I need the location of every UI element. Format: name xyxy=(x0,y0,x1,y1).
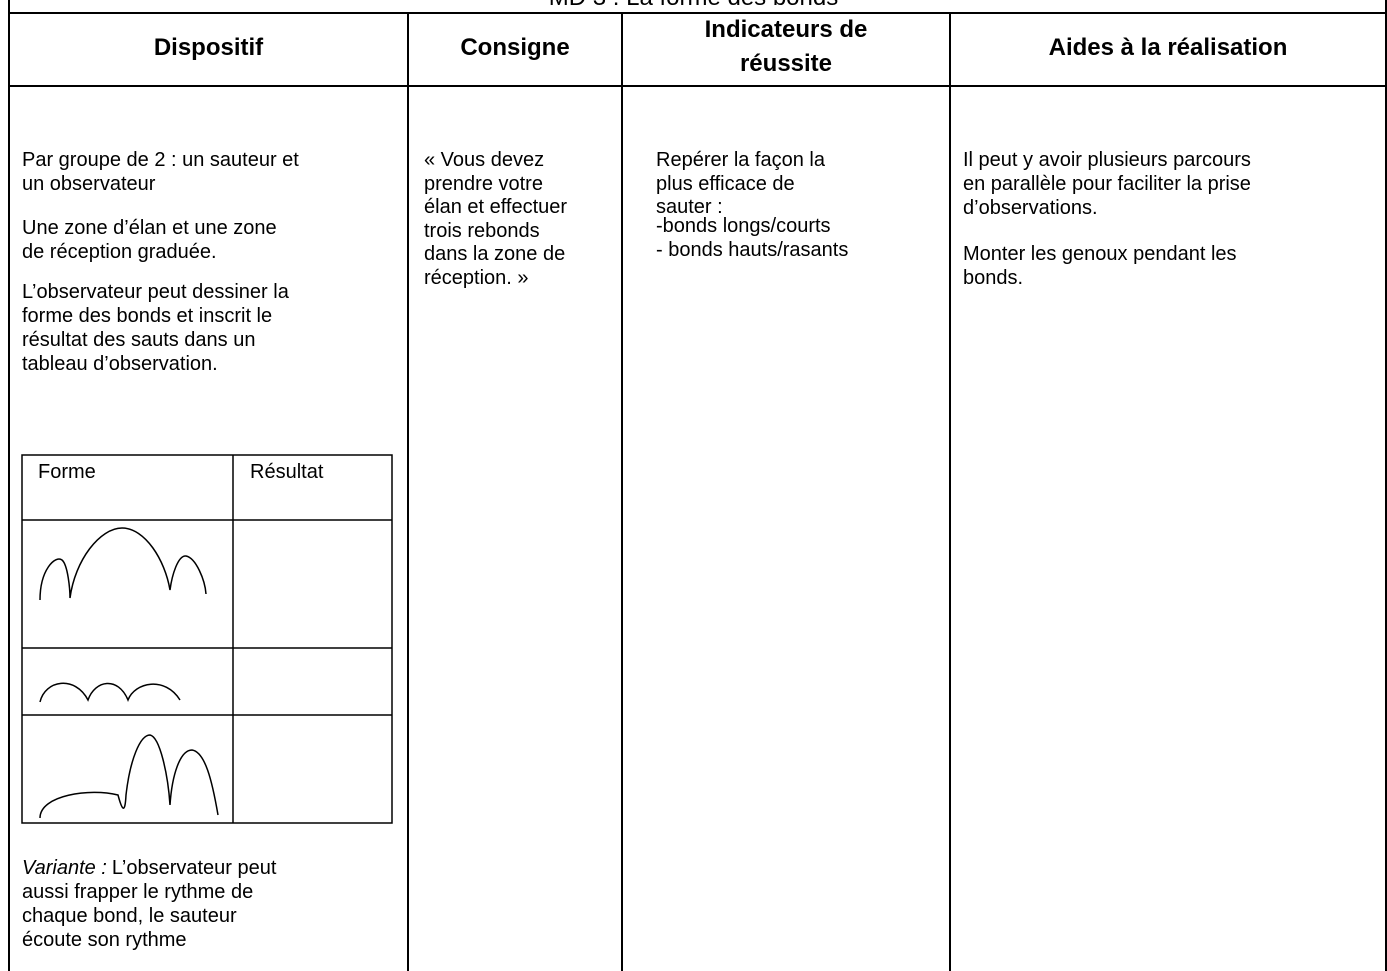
header: Indicateurs de xyxy=(704,16,868,43)
text-line: Il peut y avoir plusieurs parcours xyxy=(963,149,1251,171)
header: réussite xyxy=(739,50,833,77)
text-line: chaque bond, le sauteur xyxy=(22,905,237,927)
text-line: L’observateur peut dessiner la xyxy=(22,281,289,303)
text-line: réception. » xyxy=(424,267,529,289)
text-line: tableau d’observation. xyxy=(22,353,218,375)
title: MD 3 : La forme des bonds xyxy=(0,0,1387,13)
text-line: Une zone d’élan et une zone xyxy=(22,217,277,239)
text-line: « Vous devez xyxy=(424,149,545,171)
text-line: -bonds longs/courts xyxy=(656,215,831,237)
text-line: un observateur xyxy=(22,173,156,195)
header: Aides à la réalisation xyxy=(1048,34,1288,61)
text-line: dans la zone de xyxy=(424,243,566,266)
text-line: Repérer la façon la xyxy=(656,149,825,171)
text-line: Par groupe de 2 : un sauteur et xyxy=(22,149,299,171)
text-line: Résultat xyxy=(250,461,324,483)
text-line: d’observations. xyxy=(963,197,1098,219)
observation-table xyxy=(21,454,393,824)
jump-drawings xyxy=(39,527,219,819)
text-line: élan et effectuer xyxy=(424,196,568,219)
text-line: Variante : xyxy=(22,857,107,879)
text-line: écoute son rythme xyxy=(22,929,187,951)
text-line: sauter : xyxy=(656,196,723,218)
text-line: de réception graduée. xyxy=(22,241,217,263)
text-line: L’observateur peut xyxy=(111,857,277,879)
text-line: résultat des sauts dans un xyxy=(22,329,256,351)
text-line: - bonds hauts/rasants xyxy=(656,239,849,261)
text-line: en parallèle pour faciliter la prise xyxy=(963,173,1251,195)
text-line: forme des bonds et inscrit le xyxy=(22,305,273,327)
header: Consigne xyxy=(460,34,570,61)
text-line: Monter les genoux pendant les xyxy=(963,243,1237,265)
text-line: bonds. xyxy=(963,267,1024,289)
text-line: plus efficace de xyxy=(656,173,795,195)
text-line: prendre votre xyxy=(424,172,543,195)
header: Dispositif xyxy=(153,34,264,61)
text-line: trois rebonds xyxy=(424,219,540,242)
text-line: aussi frapper le rythme de xyxy=(22,881,254,903)
text-line: Forme xyxy=(38,461,96,483)
